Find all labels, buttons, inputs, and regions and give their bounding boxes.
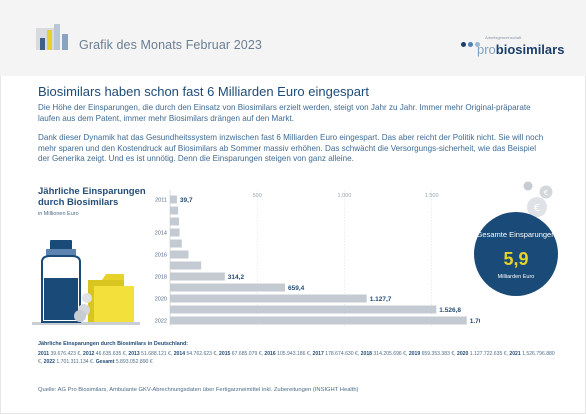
yearly-list-year: 2012 — [83, 351, 96, 357]
yearly-list-year: 2011 — [38, 351, 51, 357]
value-label: 659,4 — [288, 285, 305, 292]
total-savings-unit: Milliarden Euro — [497, 274, 535, 280]
yearly-list-amount: 1.127.722.635 €, — [469, 351, 510, 357]
yearly-list-amount: 1.526.796.880 €, — [38, 351, 555, 365]
yearly-list-item: 2011 39.676.423 €, — [38, 351, 83, 357]
bar — [170, 261, 202, 270]
brand-logo: Arbeitsgemeinschaft probiosimilars — [455, 34, 564, 60]
euro-coins-icon: € € — [523, 181, 553, 217]
bar — [170, 206, 179, 215]
category-label: 2018 — [155, 275, 167, 281]
svg-text:€: € — [544, 189, 548, 197]
yearly-list-item: 2012 46.635.635 €, — [83, 351, 128, 357]
savings-bar-chart: 500 1.000 1.500 2011 39,7 2014 2016 2018 314,2 65… — [155, 190, 480, 326]
yearly-list-year: 2018 — [360, 351, 374, 357]
x-tick-label: 1.500 — [425, 193, 439, 199]
total-savings-value: 5,9 — [503, 249, 529, 269]
yearly-list-year: 2016 — [264, 351, 278, 357]
value-label: 1.127,7 — [370, 296, 392, 303]
yearly-list-item: 2013 51.688.121 €, — [128, 351, 173, 357]
yearly-list-year: 2022 — [43, 359, 57, 365]
svg-text:€: € — [534, 203, 540, 214]
yearly-savings-list: 2011 39.676.423 €, 2012 46.635.635 €, 20… — [38, 350, 558, 366]
yearly-list-year: Gesamt — [95, 359, 116, 365]
yearly-list-amount: 51.688.121 €, — [141, 351, 174, 357]
bar — [170, 294, 367, 303]
yearly-list-amount: 659.353.383 €, — [421, 351, 457, 357]
yearly-list-amount: 105.943.186 €, — [277, 351, 313, 357]
bar — [170, 250, 189, 259]
x-tick-label: 500 — [253, 193, 262, 199]
yearly-list-title: Jährliche Einsparungen durch Biosimilars… — [38, 341, 189, 347]
bar — [170, 283, 286, 292]
category-label: 2011 — [155, 198, 167, 204]
yearly-list-amount: 39.676.423 €, — [50, 351, 84, 357]
yearly-list-item: 2016 105.943.186 €, — [264, 351, 312, 357]
intro-paragraph: Die Höhe der Einsparungen, die durch den… — [38, 103, 531, 123]
yearly-list-year: 2014 — [173, 351, 187, 357]
yearly-list-year: 2015 — [219, 351, 232, 357]
yearly-list-amount: 5.893.052.890 € — [115, 359, 153, 365]
page-header-title: Grafik des Monats Februar 2023 — [79, 38, 262, 52]
body-paragraph: Dank dieser Dynamik hat das Gesundheitss… — [38, 133, 544, 164]
value-label: 314,2 — [228, 274, 245, 281]
yearly-list-year: 2020 — [456, 351, 470, 357]
yearly-list-year: 2021 — [509, 351, 523, 357]
category-label: 2014 — [155, 231, 167, 237]
bar — [170, 217, 180, 226]
bar — [170, 239, 182, 248]
header-band — [0, 0, 586, 76]
yearly-list-amount: 54.762.623 €, — [186, 351, 220, 357]
value-label: 1.701,3 — [470, 318, 480, 325]
yearly-list-item: 2017 178.674.630 €, — [313, 351, 361, 357]
bar — [170, 228, 180, 237]
brand-subtitle: Arbeitsgemeinschaft — [485, 35, 522, 40]
yearly-list-amount: 178.674.630 €, — [325, 351, 361, 357]
yearly-list-item: 2021 1.526.796.880 €, — [38, 351, 555, 365]
brand-dots-icon — [461, 34, 482, 52]
yearly-list-item: 2022 1.701.311.134 €. — [44, 359, 96, 365]
yearly-list-amount: 1.701.311.134 €. — [56, 359, 96, 365]
bar — [170, 272, 225, 281]
bar — [170, 305, 437, 314]
category-label: 2016 — [155, 253, 167, 259]
bar — [170, 195, 177, 204]
headline: Biosimilars haben schon fast 6 Milliarde… — [38, 84, 369, 99]
total-savings-label: Gesamte Einsparungen — [476, 230, 556, 239]
yearly-list-item: 2018 314.205.696 €, — [361, 351, 409, 357]
category-label: 2022 — [155, 319, 167, 325]
value-label: 1.526,8 — [439, 307, 461, 314]
brand-name: probiosimilars — [477, 42, 565, 57]
yearly-list-item: 2019 659.353.383 €, — [409, 351, 457, 357]
chart-title: Jährliche Einsparungen durch Biosimilars — [38, 186, 146, 208]
yearly-list-item: Gesamt 5.893.052.890 € — [96, 359, 153, 365]
chart-unit: in Millionen Euro — [38, 211, 79, 217]
yearly-list-item: 2015 67.685.079 €, — [219, 351, 264, 357]
yearly-list-amount: 314.205.696 €, — [373, 351, 409, 357]
value-label: 39,7 — [180, 197, 193, 204]
yearly-list-item: 2014 54.762.623 €, — [174, 351, 219, 357]
bar — [170, 316, 467, 325]
total-savings-badge: Gesamte Einsparungen 5,9 Milliarden Euro — [474, 212, 558, 296]
category-label: 2020 — [155, 297, 167, 303]
bar-chart-logo-icon — [36, 24, 68, 50]
yearly-list-amount: 46.635.635 €, — [95, 351, 129, 357]
medicine-illustration-icon — [32, 240, 140, 325]
source-note: Quelle: AG Pro Biosimilars, Ambulante GK… — [38, 387, 359, 393]
yearly-list-amount: 67.685.079 €, — [231, 351, 265, 357]
yearly-list-year: 2013 — [128, 351, 142, 357]
x-tick-label: 1.000 — [338, 193, 352, 199]
yearly-list-year: 2017 — [312, 351, 326, 357]
yearly-list-item: 2020 1.127.722.635 €, — [457, 351, 509, 357]
yearly-list-year: 2019 — [408, 351, 422, 357]
